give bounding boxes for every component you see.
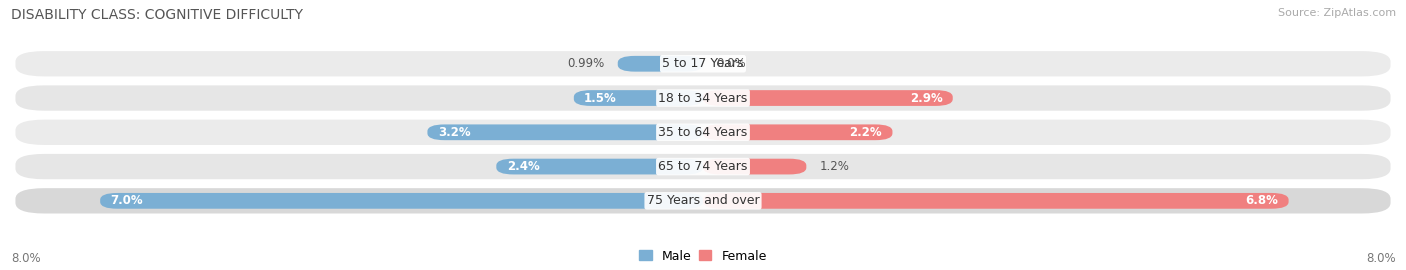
Text: 2.4%: 2.4%	[506, 160, 540, 173]
FancyBboxPatch shape	[14, 153, 1392, 181]
Legend: Male, Female: Male, Female	[637, 247, 769, 265]
Text: 7.0%: 7.0%	[111, 194, 143, 207]
Text: 3.2%: 3.2%	[437, 126, 471, 139]
FancyBboxPatch shape	[496, 159, 703, 174]
FancyBboxPatch shape	[100, 193, 703, 209]
FancyBboxPatch shape	[703, 124, 893, 140]
FancyBboxPatch shape	[703, 159, 807, 174]
Text: 1.2%: 1.2%	[820, 160, 849, 173]
FancyBboxPatch shape	[703, 90, 953, 106]
FancyBboxPatch shape	[14, 187, 1392, 215]
Text: 18 to 34 Years: 18 to 34 Years	[658, 92, 748, 104]
FancyBboxPatch shape	[574, 90, 703, 106]
Text: 0.99%: 0.99%	[568, 57, 605, 70]
Text: 75 Years and over: 75 Years and over	[647, 194, 759, 207]
Text: 5 to 17 Years: 5 to 17 Years	[662, 57, 744, 70]
FancyBboxPatch shape	[14, 84, 1392, 112]
Text: 1.5%: 1.5%	[583, 92, 617, 104]
Text: 2.9%: 2.9%	[910, 92, 942, 104]
Text: 8.0%: 8.0%	[11, 252, 41, 265]
FancyBboxPatch shape	[14, 50, 1392, 78]
Text: 0.0%: 0.0%	[716, 57, 745, 70]
FancyBboxPatch shape	[617, 56, 703, 72]
Text: DISABILITY CLASS: COGNITIVE DIFFICULTY: DISABILITY CLASS: COGNITIVE DIFFICULTY	[11, 8, 304, 22]
FancyBboxPatch shape	[427, 124, 703, 140]
Text: 2.2%: 2.2%	[849, 126, 882, 139]
Text: 6.8%: 6.8%	[1246, 194, 1278, 207]
Text: Source: ZipAtlas.com: Source: ZipAtlas.com	[1278, 8, 1396, 18]
Text: 8.0%: 8.0%	[1367, 252, 1396, 265]
FancyBboxPatch shape	[703, 193, 1289, 209]
Text: 65 to 74 Years: 65 to 74 Years	[658, 160, 748, 173]
Text: 35 to 64 Years: 35 to 64 Years	[658, 126, 748, 139]
FancyBboxPatch shape	[14, 118, 1392, 146]
